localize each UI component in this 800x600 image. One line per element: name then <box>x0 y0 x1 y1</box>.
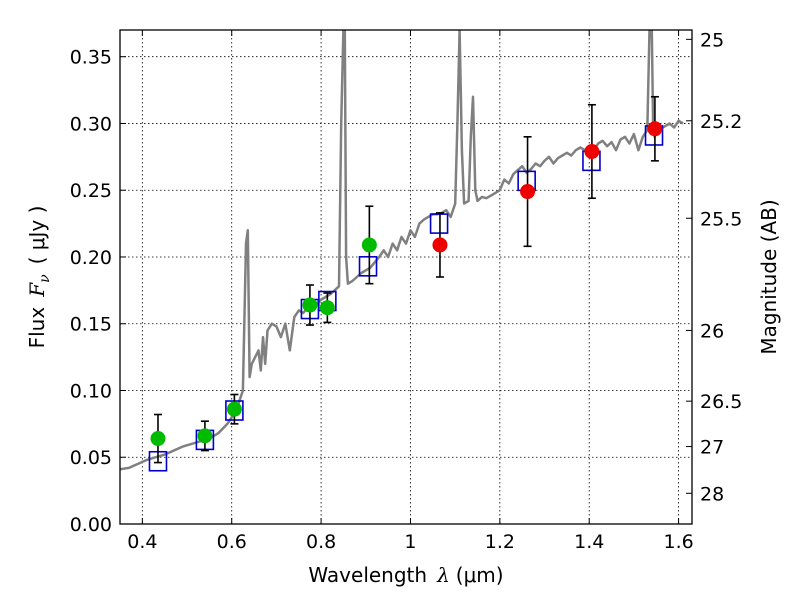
y-tick-label: 0.30 <box>70 113 112 135</box>
y-tick-label: 0.35 <box>70 47 112 69</box>
magnitude-tick-label: 25 <box>700 29 724 51</box>
magnitude-tick-label: 25.2 <box>700 111 742 133</box>
observed-flux-point <box>361 237 377 253</box>
x-tick-label: 0.8 <box>306 531 336 553</box>
observed-flux-point <box>432 237 448 253</box>
y-axis-label-text: Flux <box>25 307 49 349</box>
magnitude-tick-label: 26.5 <box>700 391 742 413</box>
y-tick-label: 0.25 <box>70 180 112 202</box>
data-marks <box>148 95 664 472</box>
axis-ticks: 0.4 0.6 0.8 1 1.2 1.4 1.6 0.00 0.05 0.10 0.15 0.20 0… <box>70 29 743 553</box>
x-tick-label: 1 <box>404 531 416 553</box>
magnitude-tick-label: 27 <box>700 437 724 459</box>
x-tick-label: 1.6 <box>663 531 693 553</box>
model-photometry-square <box>358 256 378 277</box>
magnitude-tick-label: 25.5 <box>700 208 742 230</box>
y-axis-label: Flux Fν ( μJy ) <box>25 206 53 349</box>
magnitude-tick-label: 28 <box>700 483 724 505</box>
y-axis-unit: ( μJy ) <box>25 206 49 265</box>
magnitude-tick-label: 26 <box>700 320 724 342</box>
magnitude-axis-label: Magnitude (AB) <box>757 199 781 354</box>
x-tick-label: 0.4 <box>127 531 157 553</box>
y-tick-label: 0.20 <box>70 247 112 269</box>
x-axis-lambda: λ <box>436 563 450 587</box>
observed-flux-point <box>150 431 166 447</box>
model-photometry-square <box>429 213 449 234</box>
plot-frame <box>119 29 693 525</box>
x-tick-label: 1.4 <box>574 531 604 553</box>
observed-flux-point <box>302 297 318 313</box>
model-spectrum-line <box>120 30 684 471</box>
x-axis-label: Wavelength λ (μm) <box>308 563 503 587</box>
observed-flux-point <box>647 121 663 137</box>
y-tick-label: 0.00 <box>70 514 112 536</box>
observed-flux-point <box>319 300 335 316</box>
model-spectrum <box>120 30 684 471</box>
x-axis-unit: (μm) <box>456 563 504 587</box>
y-tick-label: 0.10 <box>70 380 112 402</box>
y-axis-symbol: F <box>25 282 49 298</box>
x-tick-label: 0.6 <box>217 531 247 553</box>
observed-flux-point <box>584 143 600 159</box>
x-axis-label-text: Wavelength <box>308 563 427 587</box>
observed-flux-point <box>226 401 242 417</box>
observed-flux-point <box>520 184 536 200</box>
x-tick-label: 1.2 <box>485 531 515 553</box>
y-axis-subscript: ν <box>37 274 53 283</box>
observed-flux-point <box>197 428 213 444</box>
y-tick-label: 0.15 <box>70 314 112 336</box>
y-tick-label: 0.05 <box>70 447 112 469</box>
